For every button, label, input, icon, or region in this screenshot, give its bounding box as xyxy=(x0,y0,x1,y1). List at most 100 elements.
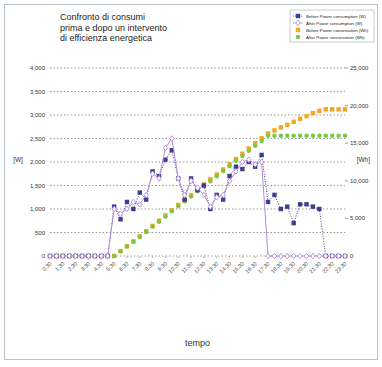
x-tick-label: 4:30 xyxy=(92,260,104,272)
marker xyxy=(234,159,238,163)
marker xyxy=(240,167,244,171)
marker xyxy=(324,107,328,111)
marker xyxy=(317,207,321,211)
marker xyxy=(118,249,122,253)
marker xyxy=(343,253,347,259)
marker xyxy=(93,253,97,259)
marker xyxy=(106,254,110,258)
marker xyxy=(163,157,167,161)
marker xyxy=(150,171,154,177)
marker xyxy=(336,133,340,137)
marker xyxy=(118,217,122,221)
legend: Before Power consumption (W)After Power … xyxy=(290,10,374,42)
x-tick-label: 0:30 xyxy=(41,260,53,272)
marker xyxy=(227,164,231,168)
marker xyxy=(311,133,315,137)
legend-label: Before Power conservation (Wh) xyxy=(306,28,369,33)
x-tick xyxy=(191,256,192,258)
y2-tick xyxy=(345,105,348,106)
marker xyxy=(330,133,334,137)
marker xyxy=(253,162,257,168)
title: Confronto di consumiprima e dopo un inte… xyxy=(60,12,167,43)
marker xyxy=(311,253,315,259)
marker xyxy=(48,254,52,258)
marker xyxy=(67,254,71,258)
marker xyxy=(61,254,65,258)
series xyxy=(48,107,347,258)
marker xyxy=(298,117,302,121)
marker xyxy=(48,254,52,258)
x-tick xyxy=(216,256,217,258)
chart: Confronto di consumiprima e dopo un inte… xyxy=(0,0,382,367)
marker xyxy=(343,107,347,111)
marker xyxy=(279,133,283,137)
marker xyxy=(131,239,135,243)
marker xyxy=(80,254,84,258)
marker xyxy=(131,199,135,205)
x-tick-label: 11:30 xyxy=(180,260,194,274)
legend-marker xyxy=(296,28,300,32)
grid-line xyxy=(50,138,345,139)
series-line xyxy=(50,150,345,256)
x-axis-label: tempo xyxy=(185,338,210,348)
legend-label: After Power conservation (Wh) xyxy=(306,35,365,40)
y-tick-label: 4,000 xyxy=(30,65,46,71)
marker xyxy=(259,159,263,165)
marker xyxy=(144,229,148,233)
marker xyxy=(304,202,308,206)
marker xyxy=(150,224,154,228)
marker xyxy=(99,254,103,258)
title-line: prima e dopo un intervento xyxy=(60,23,167,33)
marker xyxy=(253,144,257,148)
marker xyxy=(304,253,308,259)
marker xyxy=(336,254,340,258)
marker xyxy=(125,200,129,204)
marker xyxy=(291,120,295,124)
x-tick xyxy=(229,256,230,258)
marker xyxy=(202,182,206,186)
marker xyxy=(73,254,77,258)
marker xyxy=(343,133,347,137)
marker xyxy=(285,133,289,137)
x-tick xyxy=(255,256,256,258)
grid-line xyxy=(50,162,345,163)
marker xyxy=(285,253,289,259)
marker xyxy=(330,254,334,258)
marker xyxy=(317,133,321,137)
marker xyxy=(86,253,90,259)
marker xyxy=(112,254,116,258)
x-tick-label: 7:30 xyxy=(131,260,143,272)
marker xyxy=(73,253,77,259)
marker xyxy=(291,221,295,225)
marker xyxy=(279,253,283,259)
legend-marker xyxy=(296,20,300,26)
grid-line xyxy=(50,68,345,69)
y2-tick xyxy=(345,180,348,181)
y2-axis-label: [Wh] xyxy=(357,156,371,164)
x-tick-label: 18:30 xyxy=(270,260,284,274)
x-tick-label: 10:30 xyxy=(167,260,181,274)
marker xyxy=(144,192,148,198)
marker xyxy=(330,253,334,259)
x-tick xyxy=(152,256,153,258)
x-tick-label: 5:30 xyxy=(105,260,117,272)
marker xyxy=(195,185,199,191)
marker xyxy=(138,234,142,238)
y-tick-label: 1,000 xyxy=(30,206,46,212)
marker xyxy=(125,244,129,248)
x-tick-label: 17:30 xyxy=(257,260,271,274)
marker xyxy=(227,178,231,184)
x-tick-label: 15:30 xyxy=(231,260,245,274)
marker xyxy=(266,253,270,259)
marker xyxy=(317,109,321,113)
marker xyxy=(99,254,103,258)
marker xyxy=(125,206,129,212)
y2-tick-label: 5,000 xyxy=(350,215,366,221)
grid-line xyxy=(50,232,345,233)
marker xyxy=(247,157,251,163)
marker xyxy=(202,183,206,187)
marker xyxy=(170,209,174,213)
marker xyxy=(291,133,295,137)
marker xyxy=(138,202,142,208)
x-tick-label: 6:30 xyxy=(118,260,130,272)
